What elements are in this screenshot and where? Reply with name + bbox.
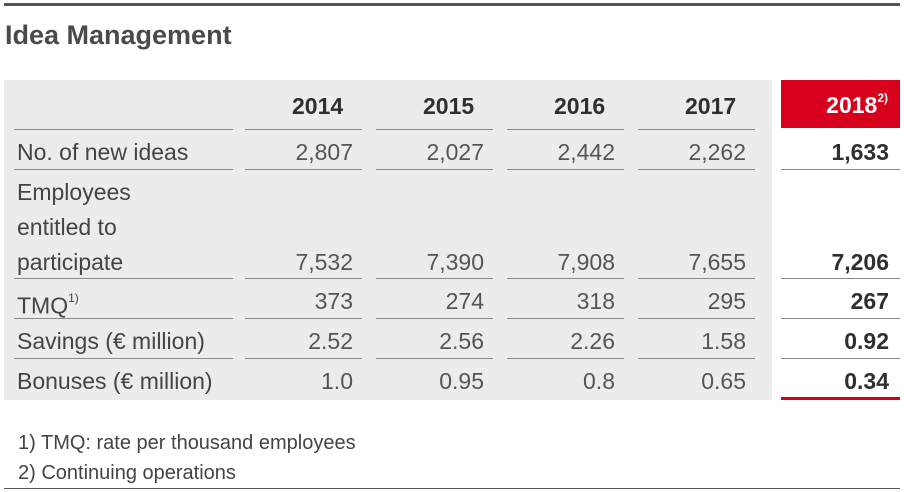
highlight-cell: 0.34 bbox=[844, 368, 889, 394]
row-label: TMQ1) bbox=[17, 291, 79, 319]
table-cell: 1.0 bbox=[321, 368, 353, 394]
highlight-column-underline bbox=[781, 397, 900, 400]
highlight-cell: 1,633 bbox=[831, 139, 889, 165]
table-cell: 0.95 bbox=[439, 368, 484, 394]
footnote: 2) Continuing operations bbox=[18, 462, 236, 484]
highlight-cell: 267 bbox=[850, 288, 889, 314]
column-header-2017: 2017 bbox=[685, 93, 737, 119]
row-label-line: Employees bbox=[17, 179, 131, 205]
table-cell: 2.52 bbox=[308, 328, 353, 354]
row-label: No. of new ideas bbox=[17, 139, 189, 165]
table-cell: 0.8 bbox=[583, 368, 615, 394]
table-background bbox=[4, 80, 772, 400]
bottom-rule bbox=[4, 488, 900, 489]
row-label: Savings (€ million) bbox=[17, 328, 205, 354]
row-label-line: participate bbox=[17, 249, 124, 275]
table-cell: 7,908 bbox=[557, 249, 615, 275]
table-cell: 2,442 bbox=[557, 139, 615, 165]
table-cell: 7,390 bbox=[426, 249, 484, 275]
table-cell: 2.26 bbox=[570, 328, 615, 354]
highlight-year-label: 20182) bbox=[826, 91, 888, 118]
page-title: Idea Management bbox=[5, 20, 232, 50]
table-cell: 2,807 bbox=[295, 139, 353, 165]
table-cell: 0.65 bbox=[701, 368, 746, 394]
column-header-2014: 2014 bbox=[292, 93, 344, 119]
highlight-cell: 0.92 bbox=[844, 328, 889, 354]
table-cell: 7,655 bbox=[688, 249, 746, 275]
column-separator bbox=[772, 80, 781, 400]
table-cell: 2,262 bbox=[688, 139, 746, 165]
column-header-2015: 2015 bbox=[423, 93, 475, 119]
table-cell: 7,532 bbox=[295, 249, 353, 275]
table-cell: 373 bbox=[314, 288, 353, 314]
highlight-cell: 7,206 bbox=[831, 249, 889, 275]
table-cell: 2.56 bbox=[439, 328, 484, 354]
column-header-2016: 2016 bbox=[554, 93, 606, 119]
row-label: Bonuses (€ million) bbox=[17, 368, 213, 394]
table-cell: 318 bbox=[576, 288, 615, 314]
row-label-line: entitled to bbox=[17, 214, 117, 240]
top-rule bbox=[4, 3, 900, 6]
highlight-column-header: 20182) bbox=[781, 80, 900, 128]
footnotes: 1) TMQ: rate per thousand employees 2) C… bbox=[18, 428, 356, 488]
table-cell: 1.58 bbox=[701, 328, 746, 354]
table-cell: 2,027 bbox=[426, 139, 484, 165]
footnote: 1) TMQ: rate per thousand employees bbox=[18, 432, 356, 454]
table-cell: 295 bbox=[707, 288, 746, 314]
table-cell: 274 bbox=[445, 288, 484, 314]
